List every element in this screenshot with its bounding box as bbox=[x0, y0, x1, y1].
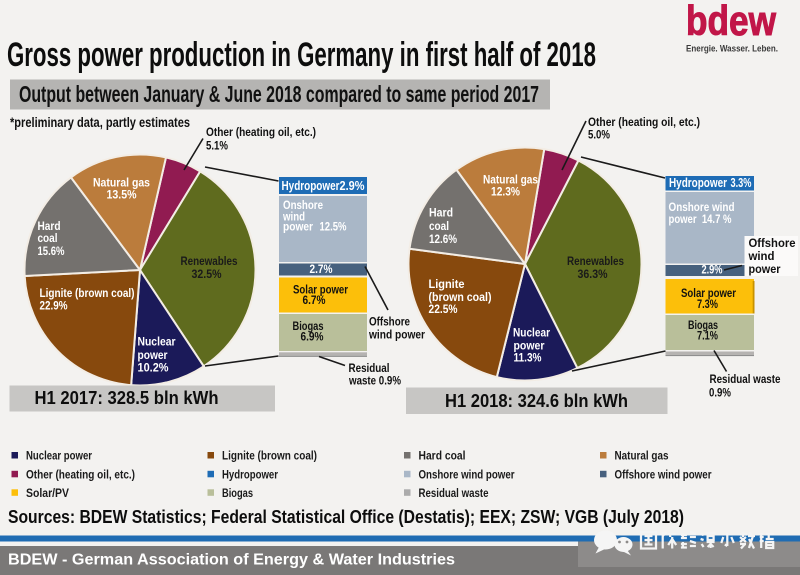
svg-text:power 14.7 %: power 14.7 % bbox=[669, 214, 732, 226]
svg-text:11.3%: 11.3% bbox=[514, 353, 542, 365]
svg-text:Offshore: Offshore bbox=[749, 236, 796, 250]
svg-text:0.9%: 0.9% bbox=[709, 386, 731, 400]
svg-text:22.9%: 22.9% bbox=[40, 300, 68, 312]
svg-text:power: power bbox=[514, 340, 545, 352]
svg-text:coal: coal bbox=[38, 233, 58, 245]
svg-text:10.2%: 10.2% bbox=[138, 363, 169, 375]
svg-text:Onshore wind power: Onshore wind power bbox=[419, 469, 515, 481]
svg-text:Sources: BDEW Statistics; Fede: Sources: BDEW Statistics; Federal Statis… bbox=[8, 506, 684, 527]
svg-text:Offshore wind power: Offshore wind power bbox=[615, 469, 712, 481]
svg-text:(brown coal): (brown coal) bbox=[429, 292, 492, 304]
svg-text:Solar power: Solar power bbox=[681, 288, 736, 300]
svg-text:Hydropower: Hydropower bbox=[282, 179, 340, 193]
svg-text:6.9%: 6.9% bbox=[301, 332, 324, 344]
svg-text:Hard: Hard bbox=[429, 208, 453, 220]
svg-text:Natural gas: Natural gas bbox=[93, 178, 150, 190]
svg-text:Onshore wind: Onshore wind bbox=[669, 202, 735, 214]
svg-text:Residual waste: Residual waste bbox=[419, 488, 489, 500]
svg-text:waste 0.9%: waste 0.9% bbox=[348, 376, 401, 388]
svg-text:coal: coal bbox=[429, 221, 449, 233]
svg-text:Biogas: Biogas bbox=[222, 488, 253, 500]
svg-text:7.3%: 7.3% bbox=[697, 299, 718, 311]
svg-text:Natural gas: Natural gas bbox=[483, 175, 538, 187]
svg-text:Lignite (brown coal): Lignite (brown coal) bbox=[222, 451, 317, 463]
svg-text:36.3%: 36.3% bbox=[578, 269, 608, 281]
svg-text:Lignite (brown coal): Lignite (brown coal) bbox=[40, 288, 135, 300]
svg-text:power: power bbox=[138, 350, 168, 362]
svg-text:12.5%: 12.5% bbox=[320, 222, 347, 234]
svg-text:wind: wind bbox=[282, 212, 305, 224]
svg-text:Renewables: Renewables bbox=[181, 256, 238, 268]
svg-text:Nuclear: Nuclear bbox=[138, 337, 176, 349]
svg-text:Residual waste: Residual waste bbox=[710, 372, 781, 386]
svg-text:Output between January & June: Output between January & June 2018 compa… bbox=[19, 81, 539, 107]
svg-text:Solar/PV: Solar/PV bbox=[26, 488, 69, 500]
svg-text:Hard: Hard bbox=[38, 221, 61, 233]
svg-text:15.6%: 15.6% bbox=[38, 246, 65, 258]
svg-text:Natural gas: Natural gas bbox=[615, 451, 669, 463]
svg-text:Renewables: Renewables bbox=[567, 256, 624, 268]
svg-text:13.5%: 13.5% bbox=[107, 190, 137, 202]
svg-text:Gross power production in Germ: Gross power production in Germany in fir… bbox=[7, 36, 596, 74]
svg-text:Nuclear: Nuclear bbox=[513, 328, 550, 340]
svg-text:12.3%: 12.3% bbox=[491, 187, 520, 199]
svg-text:*preliminary data, partly esti: *preliminary data, partly estimates bbox=[10, 115, 190, 130]
svg-text:H1 2017: 328.5 bln kWh: H1 2017: 328.5 bln kWh bbox=[35, 388, 219, 408]
svg-text:2.7%: 2.7% bbox=[310, 264, 333, 276]
svg-text:Solar power: Solar power bbox=[293, 285, 348, 297]
svg-text:Hydropower: Hydropower bbox=[669, 176, 727, 190]
svg-text:12.6%: 12.6% bbox=[429, 234, 457, 246]
svg-text:Nuclear power: Nuclear power bbox=[26, 451, 92, 463]
svg-text:Other (heating oil, etc.): Other (heating oil, etc.) bbox=[26, 469, 135, 481]
svg-text:5.0%: 5.0% bbox=[588, 128, 610, 142]
svg-text:5.1%: 5.1% bbox=[206, 139, 228, 153]
svg-text:2.9%: 2.9% bbox=[340, 179, 365, 193]
svg-text:22.5%: 22.5% bbox=[429, 304, 458, 316]
svg-text:Lignite: Lignite bbox=[429, 279, 465, 291]
svg-text:Residual: Residual bbox=[349, 363, 390, 375]
svg-text:Onshore: Onshore bbox=[283, 200, 323, 212]
svg-text:wind power: wind power bbox=[368, 329, 425, 341]
svg-text:6.7%: 6.7% bbox=[303, 295, 326, 307]
svg-text:Biogas: Biogas bbox=[293, 321, 324, 333]
svg-text:power: power bbox=[749, 262, 781, 276]
svg-text:Energie. Wasser. Leben.: Energie. Wasser. Leben. bbox=[686, 44, 778, 54]
svg-text:2.9%: 2.9% bbox=[702, 265, 723, 277]
svg-text:Other (heating oil, etc.): Other (heating oil, etc.) bbox=[206, 125, 316, 139]
svg-text:H1 2018: 324.6 bln kWh: H1 2018: 324.6 bln kWh bbox=[445, 391, 628, 411]
svg-text:bdew: bdew bbox=[686, 0, 776, 44]
svg-text:Hydropower: Hydropower bbox=[222, 469, 278, 481]
svg-text:wind: wind bbox=[748, 249, 775, 263]
svg-text:Other (heating oil, etc.): Other (heating oil, etc.) bbox=[588, 115, 700, 129]
svg-text:7.1%: 7.1% bbox=[697, 331, 718, 343]
svg-text:Hard coal: Hard coal bbox=[419, 451, 466, 463]
svg-text:Biogas: Biogas bbox=[688, 320, 718, 332]
svg-text:3.3%: 3.3% bbox=[731, 176, 752, 190]
svg-text:Offshore: Offshore bbox=[369, 317, 410, 329]
svg-text:power: power bbox=[283, 222, 313, 234]
svg-text:32.5%: 32.5% bbox=[192, 269, 222, 281]
svg-text:BDEW - German Association of E: BDEW - German Association of Energy & Wa… bbox=[8, 552, 455, 569]
